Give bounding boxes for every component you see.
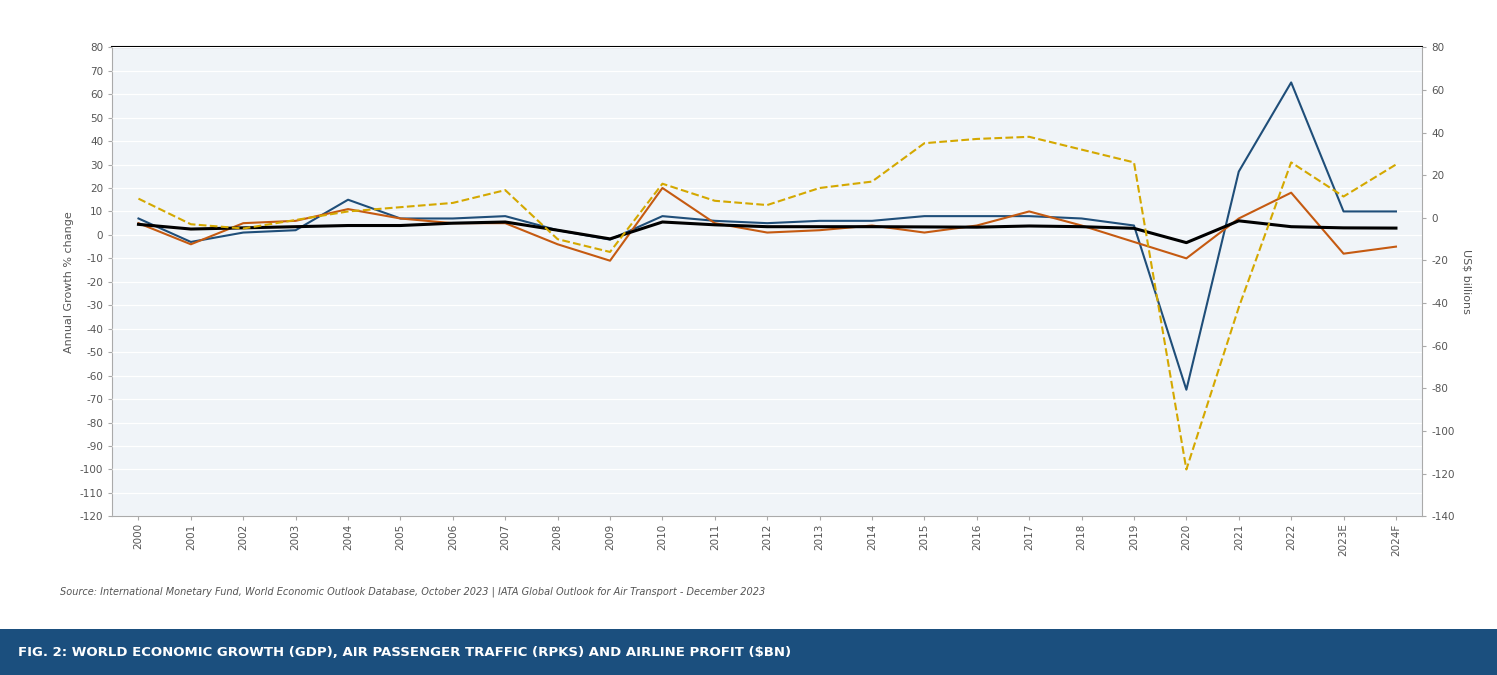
Text: Source: International Monetary Fund, World Economic Outlook Database, October 20: Source: International Monetary Fund, Wor… (60, 587, 765, 597)
Legend: RPKs y-o-y % change, Cargo Growth, y-o-y % change, Global GDP, % change (constan: RPKs y-o-y % change, Cargo Growth, y-o-y… (368, 668, 1166, 675)
Y-axis label: US$ billions: US$ billions (1461, 249, 1472, 315)
Text: FIG. 2: WORLD ECONOMIC GROWTH (GDP), AIR PASSENGER TRAFFIC (RPKS) AND AIRLINE PR: FIG. 2: WORLD ECONOMIC GROWTH (GDP), AIR… (18, 645, 790, 659)
Y-axis label: Annual Growth % change: Annual Growth % change (64, 211, 75, 352)
